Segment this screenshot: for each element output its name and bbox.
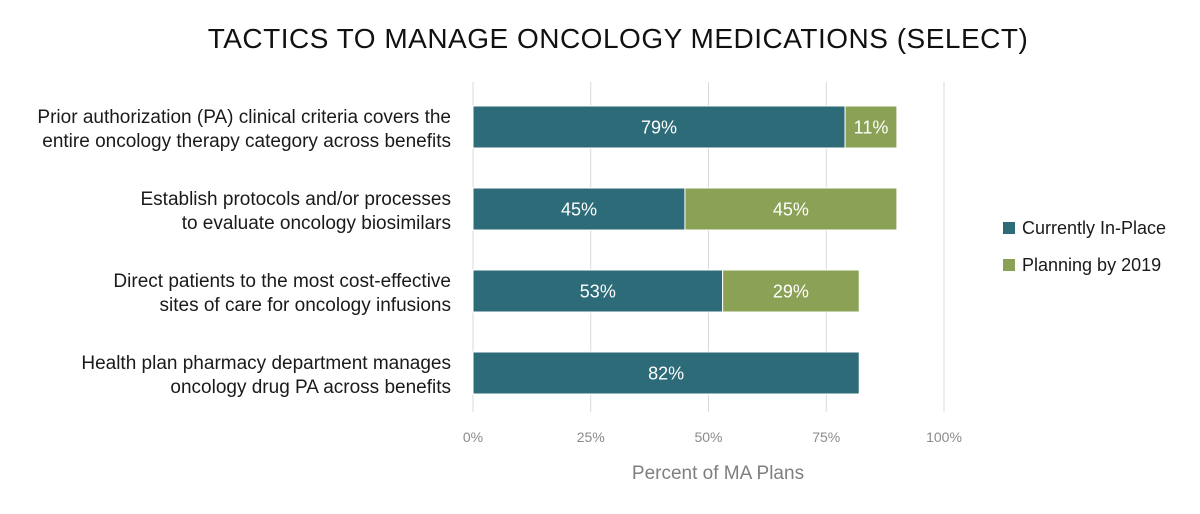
category-label-line: oncology drug PA across benefits [170,377,451,398]
bar-segment [472,269,724,313]
bar-value-label: 53% [580,282,616,302]
x-axis-ticks: 0% 25% 50% 75% 100% [463,429,962,445]
bar-value-label: 82% [648,364,684,384]
legend-label: Planning by 2019 [1022,255,1161,275]
legend: Currently In-Place Planning by 2019 [1003,218,1166,275]
category-label-line: entire oncology therapy category across … [42,131,451,152]
category-label-line: Establish protocols and/or processes [141,189,452,210]
bars: 79% 11% 45% 45% 53% 29% 82% [472,105,898,395]
category-label: Direct patients to the most cost-effecti… [113,271,451,316]
bar-segment [472,187,686,231]
category-labels: Prior authorization (PA) clinical criter… [37,107,451,398]
legend-swatch [1003,259,1015,271]
legend-label: Currently In-Place [1022,218,1166,238]
category-label-line: Direct patients to the most cost-effecti… [113,271,451,292]
category-label-line: Prior authorization (PA) clinical criter… [37,107,451,128]
bar-segment [844,105,898,149]
category-label-line: Health plan pharmacy department manages [81,353,451,374]
x-tick-label: 75% [812,429,840,445]
x-axis-title: Percent of MA Plans [632,463,804,484]
chart-title: TACTICS TO MANAGE ONCOLOGY MEDICATIONS (… [208,23,1029,54]
bar-value-label: 45% [773,200,809,220]
x-tick-label: 50% [694,429,722,445]
bar-value-label: 45% [561,200,597,220]
category-label: Prior authorization (PA) clinical criter… [37,107,451,152]
x-tick-label: 100% [926,429,962,445]
x-tick-label: 25% [577,429,605,445]
category-label: Establish protocols and/or processes to e… [141,189,452,234]
bar-value-label: 11% [854,118,889,138]
bar-segment [722,269,860,313]
category-label-line: sites of care for oncology infusions [160,295,452,316]
legend-swatch [1003,222,1015,234]
category-label: Health plan pharmacy department manages o… [81,353,451,398]
bar-segment [472,351,860,395]
bar-segment [684,187,898,231]
bar-value-label: 79% [641,118,677,138]
bar-segment [472,105,846,149]
x-tick-label: 0% [463,429,483,445]
category-label-line: to evaluate oncology biosimilars [182,213,451,234]
bar-value-label: 29% [773,282,809,302]
